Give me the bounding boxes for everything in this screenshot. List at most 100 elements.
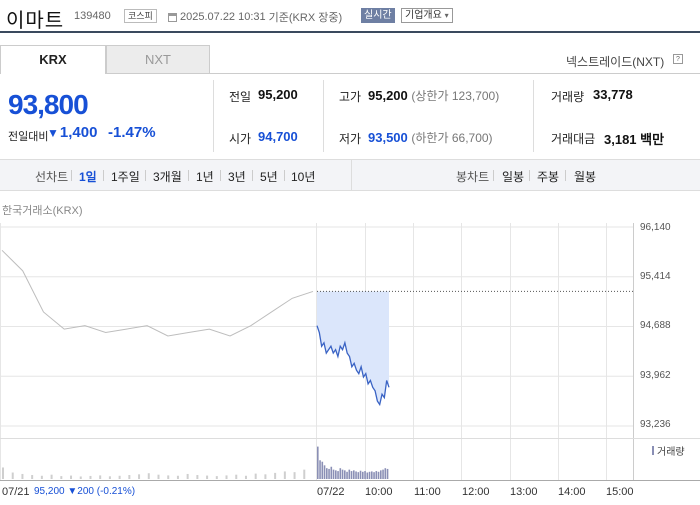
volume-label: 거래량: [551, 90, 585, 104]
company-info-label: 기업개요: [405, 10, 442, 21]
volume-bar: [339, 468, 342, 479]
low-value: 93,500 (하한가 66,700): [368, 129, 493, 146]
amount-value: 3,181 백만: [604, 129, 664, 148]
market-badge: 코스피: [124, 9, 157, 23]
basis-label: 기준(KRX 장중): [268, 12, 343, 24]
volume-bar: [335, 470, 337, 479]
period-monthly[interactable]: 월봉: [574, 170, 597, 184]
period-3m[interactable]: 3개월: [153, 170, 182, 184]
volume-bar: [89, 475, 92, 479]
high-label: 고가: [339, 90, 362, 104]
x-tick-label: 15:00: [606, 486, 634, 498]
volume-bar: [332, 469, 335, 479]
volume-bar: [79, 476, 82, 479]
x-tick-label: 14:00: [558, 486, 586, 498]
datetime-info: 2025.07.22 10:31 기준(KRX 장중): [168, 9, 342, 25]
period-1w[interactable]: 1주일: [111, 170, 140, 184]
volume-bar: [380, 470, 382, 479]
volume-bar: [319, 460, 321, 479]
period-daily[interactable]: 일봉: [502, 170, 525, 184]
question-icon[interactable]: ?: [673, 54, 683, 64]
volume-bar: [353, 470, 355, 479]
volume-bar: [384, 468, 387, 479]
volume-bar: [11, 472, 14, 479]
separator: [71, 170, 72, 181]
volume-bar: [108, 476, 111, 479]
volume-legend: 거래량: [652, 443, 685, 458]
chart-grid: [0, 223, 700, 481]
amount-number: 3,181: [604, 132, 637, 147]
period-weekly[interactable]: 주봉: [537, 170, 560, 184]
volume-bar: [341, 469, 344, 479]
separator: [188, 170, 189, 181]
volume-bar: [350, 471, 353, 479]
chevron-down-icon: ▾: [444, 11, 449, 20]
upper-limit: (상한가 123,700): [411, 89, 500, 103]
divider: [533, 80, 534, 152]
separator: [529, 170, 530, 181]
volume-bar: [128, 475, 131, 479]
separator: [220, 170, 221, 181]
divider: [213, 80, 214, 152]
volume-bar: [337, 471, 339, 479]
separator: [103, 170, 104, 181]
volume-bar: [359, 470, 362, 479]
prev-close-label: 전일: [229, 90, 252, 104]
separator: [145, 170, 146, 181]
volume-bar: [382, 469, 384, 479]
stock-code: 139480: [74, 10, 111, 22]
y-tick-label: 94,688: [640, 320, 671, 331]
prev-day-line: [1, 249, 314, 337]
volume-bar: [206, 475, 209, 479]
volume-bar: [323, 465, 326, 479]
volume-bar: [371, 471, 373, 479]
price-change-pct: -1.47%: [108, 124, 156, 141]
volume-bar: [328, 468, 330, 479]
separator: [565, 170, 566, 181]
footer-close: 95,200: [34, 486, 65, 497]
footer-pct: (-0.21%): [96, 486, 136, 497]
volume-bar: [326, 468, 328, 479]
y-tick-label: 95,414: [640, 271, 671, 282]
volume-bar: [346, 471, 348, 479]
volume-bar: [244, 475, 247, 479]
divider: [351, 160, 352, 190]
tab-krx[interactable]: KRX: [0, 45, 106, 74]
lower-limit: (하한가 66,700): [411, 131, 493, 145]
tab-nxt[interactable]: NXT: [106, 45, 210, 74]
volume-bar: [373, 472, 375, 479]
period-3y[interactable]: 3년: [228, 170, 246, 184]
volume-bar: [138, 474, 141, 479]
amount-unit: 백만: [640, 132, 665, 147]
period-1d[interactable]: 1일: [79, 170, 97, 184]
high-value: 95,200 (상한가 123,700): [368, 87, 499, 104]
realtime-button[interactable]: 실시간: [361, 8, 395, 23]
volume-bar: [355, 471, 357, 479]
volume-legend-marker: [652, 446, 654, 455]
today-line: [316, 325, 390, 407]
price-change: ▼ 1,400: [47, 124, 97, 141]
y-tick-label: 93,236: [640, 419, 671, 430]
period-5y[interactable]: 5년: [260, 170, 278, 184]
volume-bar: [176, 475, 179, 479]
y-tick-label: 96,140: [640, 222, 671, 233]
period-bar: [0, 159, 700, 191]
volume-bar: [60, 476, 63, 479]
period-10y[interactable]: 10년: [291, 170, 316, 184]
separator: [252, 170, 253, 181]
divider: [323, 80, 324, 152]
company-info-button[interactable]: 기업개요 ▾: [401, 8, 453, 23]
volume-bar: [186, 473, 189, 479]
open-label: 시가: [229, 132, 252, 146]
down-triangle-icon: ▼: [47, 125, 59, 140]
volume-bar: [99, 475, 102, 479]
volume-bar: [357, 472, 360, 479]
volume-bar: [118, 475, 121, 479]
volume-bar: [235, 474, 238, 479]
period-1y[interactable]: 1년: [196, 170, 214, 184]
volume-bar: [364, 471, 366, 479]
volume-bar: [366, 472, 369, 479]
volume-bar: [283, 471, 286, 479]
volume-bar: [225, 475, 228, 479]
